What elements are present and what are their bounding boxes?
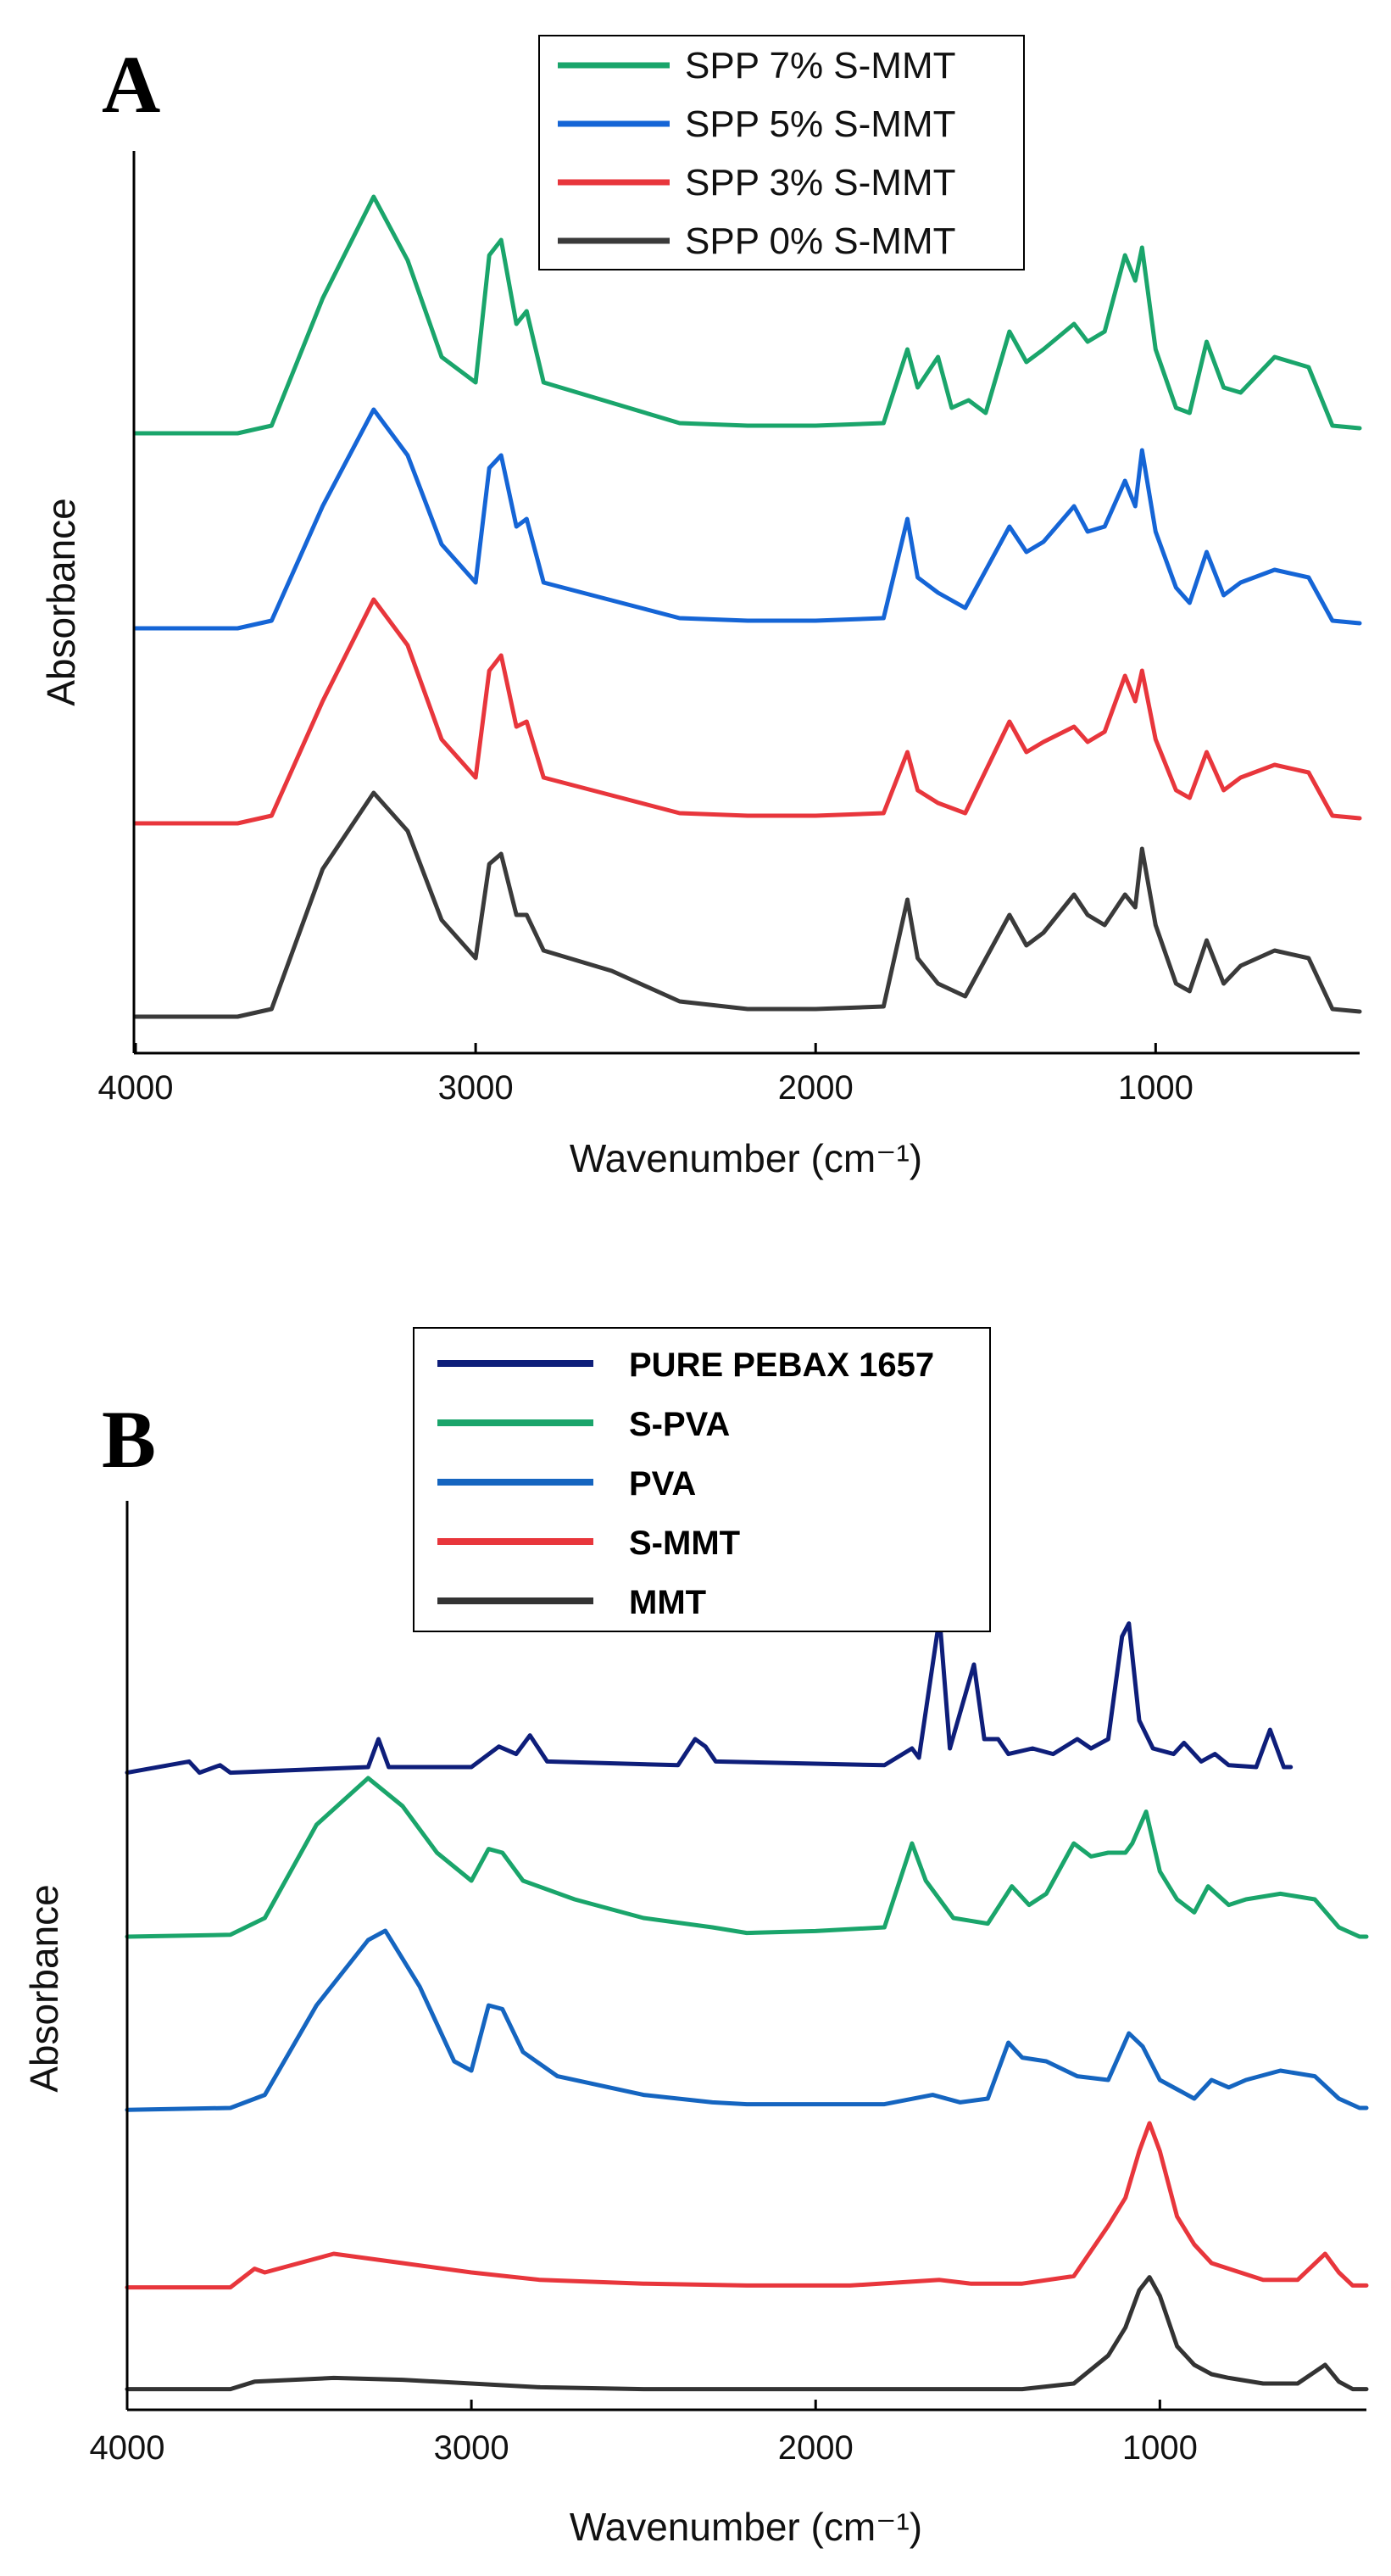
panel-b-series-pure-pebax-1657 [125, 1615, 1294, 1776]
panel-a-letter: A [102, 39, 160, 130]
panel-a: A 4000 3000 2000 1000 Wavenumber (cm⁻¹) Abs… [39, 35, 1362, 1180]
panel-a-legend-box [538, 35, 1025, 270]
panel-b-series-s-mmt [125, 2121, 1369, 2290]
panel-a-y-label: Absorbance [39, 498, 83, 706]
panel-a-series-spp-3-s-mmt [133, 597, 1362, 826]
panel-a-x-tick-label-2000: 2000 [778, 1069, 854, 1107]
panel-b-x-tick-label-3000: 3000 [434, 2429, 509, 2467]
panel-b-x-tick-label-2000: 2000 [778, 2429, 854, 2467]
panel-a-legend-label-spp-5-s-mmt: SPP 5% S-MMT [685, 103, 955, 145]
panel-b-legend-label-s-mmt: S-MMT [629, 1525, 740, 1562]
panel-a-series-group [133, 194, 1362, 1019]
panel-b-legend-label-pure-pebax-1657: PURE PEBAX 1657 [629, 1347, 934, 1384]
panel-a-ticks: 4000 3000 2000 1000 [98, 1043, 1193, 1107]
panel-a-legend-label-spp-3-s-mmt: SPP 3% S-MMT [685, 162, 955, 204]
panel-a-legend-label-spp-0-s-mmt: SPP 0% S-MMT [685, 220, 955, 262]
panel-a-series-spp-5-s-mmt [133, 407, 1362, 631]
panel-b-series-s-pva [125, 1776, 1369, 1939]
panel-b-series-group [125, 1615, 1369, 2392]
panel-b-letter: B [102, 1394, 156, 1485]
panel-b-legend-label-s-pva: S-PVA [629, 1406, 730, 1443]
panel-b-x-tick-label-1000: 1000 [1122, 2429, 1198, 2467]
panel-a-x-tick-label-3000: 3000 [438, 1069, 514, 1107]
panel-a-x-tick-label-4000: 4000 [98, 1069, 174, 1107]
panel-b-y-label: Absorbance [22, 1884, 66, 2093]
panel-b-x-tick-label-4000: 4000 [90, 2429, 165, 2467]
panel-b-series-mmt [125, 2275, 1369, 2392]
panel-b-legend-label-pva: PVA [629, 1465, 696, 1503]
panel-b-legend-label-mmt: MMT [629, 1584, 706, 1621]
panel-b-x-label: Wavenumber (cm⁻¹) [570, 2505, 922, 2549]
panel-a-legend-label-spp-7-s-mmt: SPP 7% S-MMT [685, 45, 955, 86]
panel-b-ticks: 4000 3000 2000 1000 [90, 2400, 1198, 2467]
panel-a-legend: SPP 7% S-MMT SPP 5% S-MMT SPP 3% S-MMT SPP … [538, 35, 1025, 270]
panel-a-series-spp-0-s-mmt [133, 790, 1362, 1019]
panel-a-x-tick-label-1000: 1000 [1118, 1069, 1193, 1107]
panel-b: B 4000 3000 2000 1000 Wavenumber (cm⁻¹) Abs… [22, 1327, 1369, 2549]
panel-b-legend: PURE PEBAX 1657 S-PVA PVA S-MMT MMT [413, 1327, 991, 1632]
panel-a-x-label: Wavenumber (cm⁻¹) [570, 1136, 922, 1180]
panel-b-series-pva [125, 1928, 1369, 2112]
panel-a-series-spp-7-s-mmt [133, 194, 1362, 436]
